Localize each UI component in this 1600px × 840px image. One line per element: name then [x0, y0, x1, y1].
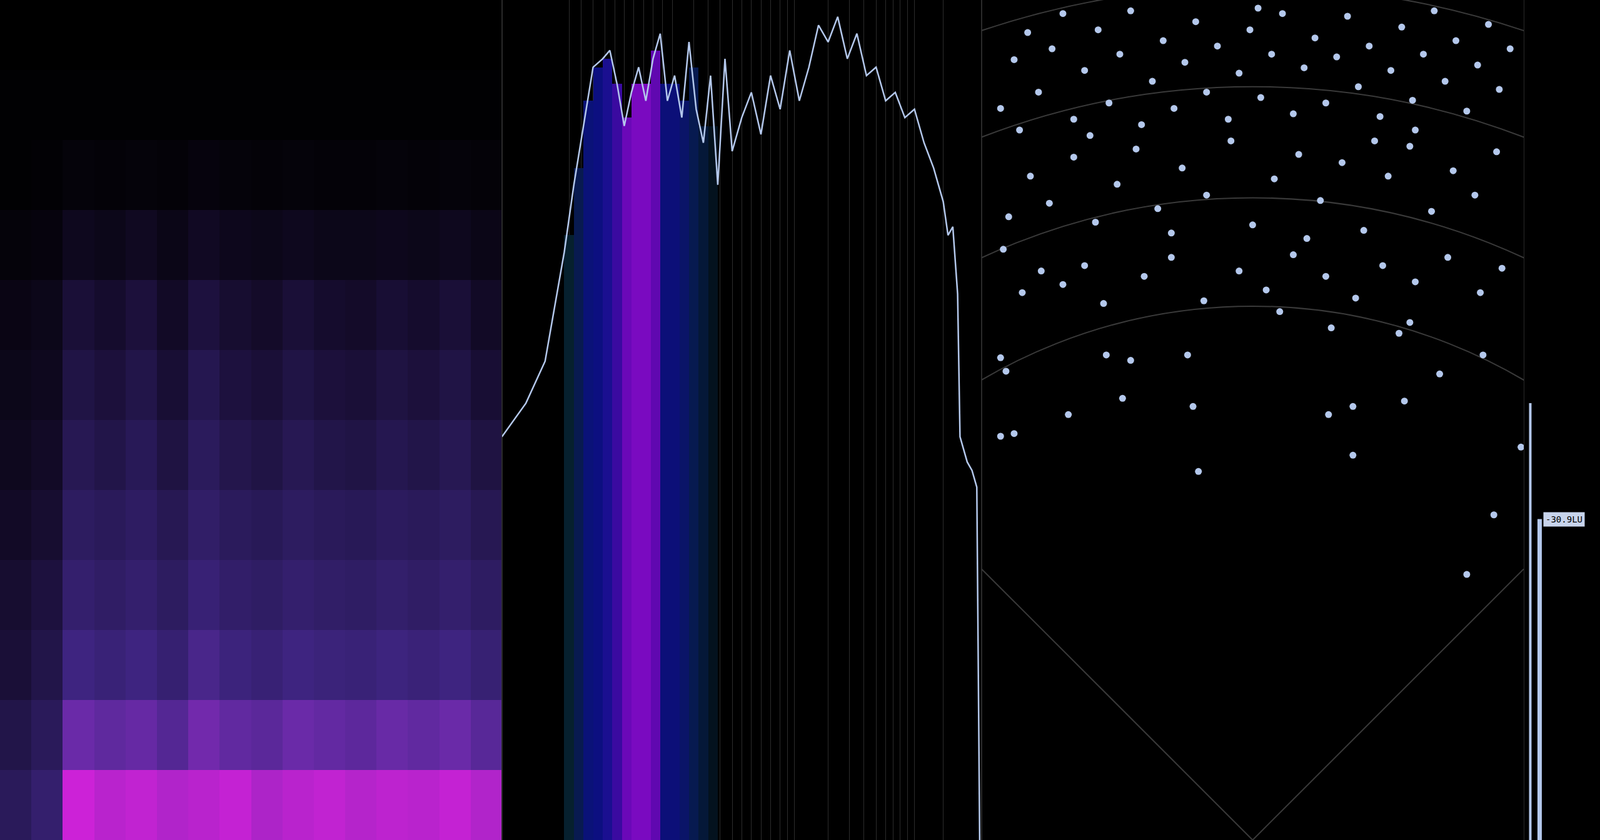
svg-text:-30.9LU: -30.9LU [1545, 514, 1583, 525]
